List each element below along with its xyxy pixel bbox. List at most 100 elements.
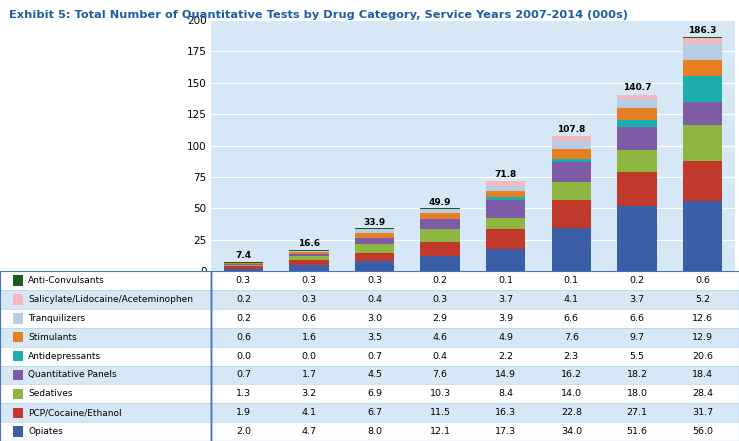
Text: 0.3: 0.3 <box>367 276 382 285</box>
Text: Sedatives: Sedatives <box>28 389 72 398</box>
Text: 4.1: 4.1 <box>564 295 579 304</box>
Text: 7.4: 7.4 <box>235 251 251 260</box>
Text: 4.6: 4.6 <box>432 333 448 342</box>
Text: 3.9: 3.9 <box>498 314 514 323</box>
Bar <box>13 370 23 380</box>
Text: 31.7: 31.7 <box>692 408 713 417</box>
Text: 14.9: 14.9 <box>495 370 517 379</box>
Text: 6.7: 6.7 <box>367 408 382 417</box>
Text: 2.9: 2.9 <box>432 314 448 323</box>
Text: 8.0: 8.0 <box>367 427 382 436</box>
Bar <box>551 141 591 149</box>
Text: 18.4: 18.4 <box>692 370 713 379</box>
Text: 3.7: 3.7 <box>630 295 644 304</box>
Text: 1.3: 1.3 <box>236 389 251 398</box>
Bar <box>0 271 211 441</box>
Bar <box>486 181 525 186</box>
Bar <box>617 206 656 271</box>
Bar <box>355 244 395 253</box>
Text: 28.4: 28.4 <box>692 389 713 398</box>
Text: PCP/Cocaine/Ethanol: PCP/Cocaine/Ethanol <box>28 408 122 417</box>
Text: 0.6: 0.6 <box>302 314 316 323</box>
Text: 0.0: 0.0 <box>236 351 251 361</box>
Text: 0.1: 0.1 <box>498 276 514 285</box>
Text: 0.7: 0.7 <box>236 370 251 379</box>
Bar <box>290 265 329 271</box>
Text: 2.0: 2.0 <box>236 427 251 436</box>
Text: Tranquilizers: Tranquilizers <box>28 314 85 323</box>
Text: 5.5: 5.5 <box>630 351 644 361</box>
Bar <box>617 127 656 149</box>
Bar <box>0 328 739 347</box>
Bar <box>683 102 722 125</box>
Text: 34.0: 34.0 <box>561 427 582 436</box>
Bar <box>355 239 395 244</box>
Text: 0.6: 0.6 <box>695 276 710 285</box>
Text: 0.2: 0.2 <box>432 276 448 285</box>
Bar <box>355 261 395 271</box>
Bar <box>486 186 525 191</box>
Bar <box>683 125 722 161</box>
Text: 3.0: 3.0 <box>367 314 382 323</box>
Text: 22.8: 22.8 <box>561 408 582 417</box>
Bar <box>224 265 263 266</box>
Bar <box>486 197 525 200</box>
Text: 12.1: 12.1 <box>429 427 451 436</box>
Text: 1.9: 1.9 <box>236 408 251 417</box>
Bar <box>420 256 460 271</box>
Bar <box>0 385 739 403</box>
Text: 49.9: 49.9 <box>429 198 452 207</box>
Text: Stimulants: Stimulants <box>28 333 77 342</box>
Text: 17.3: 17.3 <box>495 427 517 436</box>
Bar <box>13 351 23 361</box>
Text: 7.6: 7.6 <box>564 333 579 342</box>
Bar <box>355 238 395 239</box>
Bar <box>617 95 656 99</box>
Text: 18.0: 18.0 <box>627 389 647 398</box>
Bar <box>683 201 722 271</box>
Text: 1.6: 1.6 <box>302 333 316 342</box>
Bar <box>420 219 460 228</box>
Text: 5.2: 5.2 <box>695 295 710 304</box>
Bar <box>0 309 739 328</box>
Text: 0.3: 0.3 <box>432 295 448 304</box>
Text: 3.7: 3.7 <box>498 295 514 304</box>
Bar <box>355 233 395 238</box>
Text: 0.2: 0.2 <box>236 314 251 323</box>
Bar <box>683 161 722 201</box>
Text: 0.4: 0.4 <box>432 351 448 361</box>
Bar <box>420 228 460 242</box>
Text: 7.6: 7.6 <box>432 370 448 379</box>
Bar <box>617 172 656 206</box>
Text: 0.2: 0.2 <box>236 295 251 304</box>
Bar <box>486 200 525 218</box>
Bar <box>551 162 591 182</box>
Text: 56.0: 56.0 <box>692 427 713 436</box>
Text: 18.2: 18.2 <box>627 370 647 379</box>
Bar <box>551 149 591 159</box>
Text: Antidepressants: Antidepressants <box>28 351 101 361</box>
Bar <box>13 426 23 437</box>
Bar <box>551 200 591 228</box>
Text: 6.6: 6.6 <box>564 314 579 323</box>
Bar <box>486 229 525 250</box>
Text: 3.5: 3.5 <box>367 333 382 342</box>
Text: 0.7: 0.7 <box>367 351 382 361</box>
Bar <box>551 136 591 141</box>
Text: 6.9: 6.9 <box>367 389 382 398</box>
Text: 11.5: 11.5 <box>429 408 451 417</box>
Text: 0.6: 0.6 <box>236 333 251 342</box>
Bar <box>617 99 656 108</box>
Text: 6.6: 6.6 <box>630 314 644 323</box>
Text: 4.1: 4.1 <box>302 408 316 417</box>
Bar <box>0 290 739 309</box>
Text: 16.3: 16.3 <box>495 408 517 417</box>
Bar <box>224 266 263 269</box>
Bar <box>551 182 591 200</box>
Bar <box>211 271 735 441</box>
Bar <box>290 251 329 252</box>
Bar <box>551 159 591 162</box>
Bar <box>0 403 739 422</box>
Text: 0.3: 0.3 <box>302 276 316 285</box>
Bar <box>486 191 525 197</box>
